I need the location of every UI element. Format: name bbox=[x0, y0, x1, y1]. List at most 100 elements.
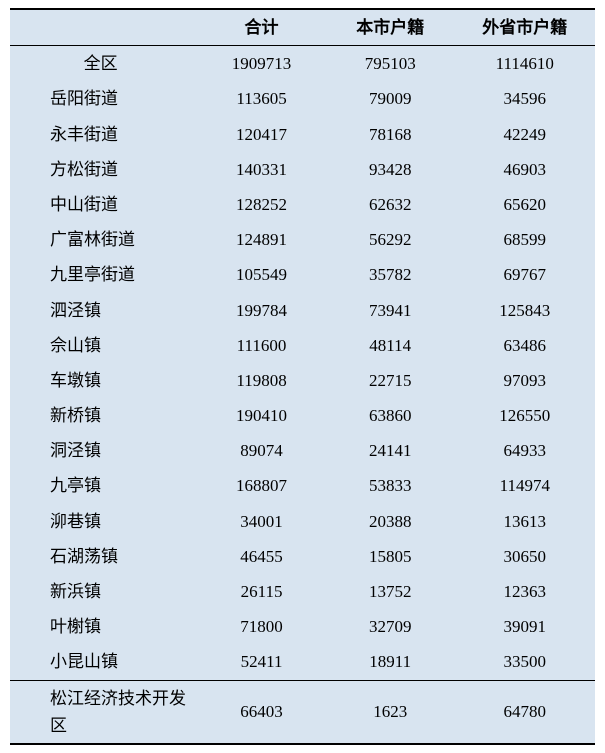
region-name: 泖巷镇 bbox=[10, 504, 197, 539]
cell-local: 78168 bbox=[326, 117, 455, 152]
cell-total: 71800 bbox=[197, 609, 326, 644]
table-row: 永丰街道1204177816842249 bbox=[10, 117, 595, 152]
cell-total: 199784 bbox=[197, 293, 326, 328]
cell-total: 46455 bbox=[197, 539, 326, 574]
cell-local: 35782 bbox=[326, 257, 455, 292]
cell-nonlocal: 114974 bbox=[455, 468, 595, 503]
table-row: 新浜镇261151375212363 bbox=[10, 574, 595, 609]
cell-total: 124891 bbox=[197, 222, 326, 257]
cell-nonlocal: 69767 bbox=[455, 257, 595, 292]
cell-local: 15805 bbox=[326, 539, 455, 574]
summary-nonlocal: 1114610 bbox=[455, 46, 595, 82]
cell-nonlocal: 97093 bbox=[455, 363, 595, 398]
table: 合计 本市户籍 外省市户籍 全区 1909713 795103 1114610 … bbox=[10, 8, 595, 745]
table-row: 石湖荡镇464551580530650 bbox=[10, 539, 595, 574]
region-name: 叶榭镇 bbox=[10, 609, 197, 644]
table-body-footer: 松江经济技术开发区 66403 1623 64780 bbox=[10, 680, 595, 744]
table-row: 方松街道1403319342846903 bbox=[10, 152, 595, 187]
table-row: 九里亭街道1055493578269767 bbox=[10, 257, 595, 292]
cell-total: 168807 bbox=[197, 468, 326, 503]
summary-region: 全区 bbox=[10, 46, 197, 82]
cell-nonlocal: 33500 bbox=[455, 644, 595, 680]
region-name: 小昆山镇 bbox=[10, 644, 197, 680]
cell-total: 190410 bbox=[197, 398, 326, 433]
cell-local: 53833 bbox=[326, 468, 455, 503]
table-row: 车墩镇1198082271597093 bbox=[10, 363, 595, 398]
cell-nonlocal: 13613 bbox=[455, 504, 595, 539]
summary-local: 795103 bbox=[326, 46, 455, 82]
footer-nonlocal: 64780 bbox=[455, 680, 595, 744]
region-name: 车墩镇 bbox=[10, 363, 197, 398]
footer-total: 66403 bbox=[197, 680, 326, 744]
cell-nonlocal: 65620 bbox=[455, 187, 595, 222]
cell-local: 32709 bbox=[326, 609, 455, 644]
cell-local: 22715 bbox=[326, 363, 455, 398]
cell-nonlocal: 68599 bbox=[455, 222, 595, 257]
table-row: 泖巷镇340012038813613 bbox=[10, 504, 595, 539]
summary-total: 1909713 bbox=[197, 46, 326, 82]
region-name: 新浜镇 bbox=[10, 574, 197, 609]
table-row: 广富林街道1248915629268599 bbox=[10, 222, 595, 257]
region-name: 佘山镇 bbox=[10, 328, 197, 363]
region-name: 洞泾镇 bbox=[10, 433, 197, 468]
cell-total: 119808 bbox=[197, 363, 326, 398]
cell-total: 26115 bbox=[197, 574, 326, 609]
cell-total: 105549 bbox=[197, 257, 326, 292]
header-local: 本市户籍 bbox=[326, 9, 455, 46]
region-name: 泗泾镇 bbox=[10, 293, 197, 328]
cell-total: 120417 bbox=[197, 117, 326, 152]
cell-local: 93428 bbox=[326, 152, 455, 187]
region-name: 岳阳街道 bbox=[10, 81, 197, 116]
region-name: 石湖荡镇 bbox=[10, 539, 197, 574]
cell-total: 113605 bbox=[197, 81, 326, 116]
cell-total: 34001 bbox=[197, 504, 326, 539]
cell-nonlocal: 30650 bbox=[455, 539, 595, 574]
footer-local: 1623 bbox=[326, 680, 455, 744]
cell-nonlocal: 12363 bbox=[455, 574, 595, 609]
table-row: 九亭镇16880753833114974 bbox=[10, 468, 595, 503]
cell-total: 52411 bbox=[197, 644, 326, 680]
summary-row: 全区 1909713 795103 1114610 bbox=[10, 46, 595, 82]
table-row: 岳阳街道1136057900934596 bbox=[10, 81, 595, 116]
footer-row: 松江经济技术开发区 66403 1623 64780 bbox=[10, 680, 595, 744]
header-total: 合计 bbox=[197, 9, 326, 46]
cell-nonlocal: 39091 bbox=[455, 609, 595, 644]
header-row: 合计 本市户籍 外省市户籍 bbox=[10, 9, 595, 46]
footer-region: 松江经济技术开发区 bbox=[10, 680, 197, 744]
cell-nonlocal: 64933 bbox=[455, 433, 595, 468]
table-row: 新桥镇19041063860126550 bbox=[10, 398, 595, 433]
cell-nonlocal: 42249 bbox=[455, 117, 595, 152]
cell-nonlocal: 34596 bbox=[455, 81, 595, 116]
population-table: 合计 本市户籍 外省市户籍 全区 1909713 795103 1114610 … bbox=[10, 8, 595, 745]
region-name: 永丰街道 bbox=[10, 117, 197, 152]
cell-nonlocal: 63486 bbox=[455, 328, 595, 363]
table-row: 泗泾镇19978473941125843 bbox=[10, 293, 595, 328]
cell-local: 62632 bbox=[326, 187, 455, 222]
table-body-main: 全区 1909713 795103 1114610 岳阳街道1136057900… bbox=[10, 46, 595, 680]
table-row: 中山街道1282526263265620 bbox=[10, 187, 595, 222]
cell-nonlocal: 126550 bbox=[455, 398, 595, 433]
table-row: 叶榭镇718003270939091 bbox=[10, 609, 595, 644]
cell-total: 140331 bbox=[197, 152, 326, 187]
cell-local: 24141 bbox=[326, 433, 455, 468]
cell-local: 79009 bbox=[326, 81, 455, 116]
header-nonlocal: 外省市户籍 bbox=[455, 9, 595, 46]
cell-total: 89074 bbox=[197, 433, 326, 468]
table-row: 洞泾镇890742414164933 bbox=[10, 433, 595, 468]
region-name: 广富林街道 bbox=[10, 222, 197, 257]
cell-local: 18911 bbox=[326, 644, 455, 680]
region-name: 九里亭街道 bbox=[10, 257, 197, 292]
cell-total: 111600 bbox=[197, 328, 326, 363]
region-name: 中山街道 bbox=[10, 187, 197, 222]
cell-local: 73941 bbox=[326, 293, 455, 328]
region-name: 新桥镇 bbox=[10, 398, 197, 433]
cell-local: 63860 bbox=[326, 398, 455, 433]
cell-local: 13752 bbox=[326, 574, 455, 609]
cell-local: 48114 bbox=[326, 328, 455, 363]
table-row: 小昆山镇524111891133500 bbox=[10, 644, 595, 680]
region-name: 九亭镇 bbox=[10, 468, 197, 503]
cell-local: 56292 bbox=[326, 222, 455, 257]
cell-nonlocal: 46903 bbox=[455, 152, 595, 187]
cell-nonlocal: 125843 bbox=[455, 293, 595, 328]
region-name: 方松街道 bbox=[10, 152, 197, 187]
